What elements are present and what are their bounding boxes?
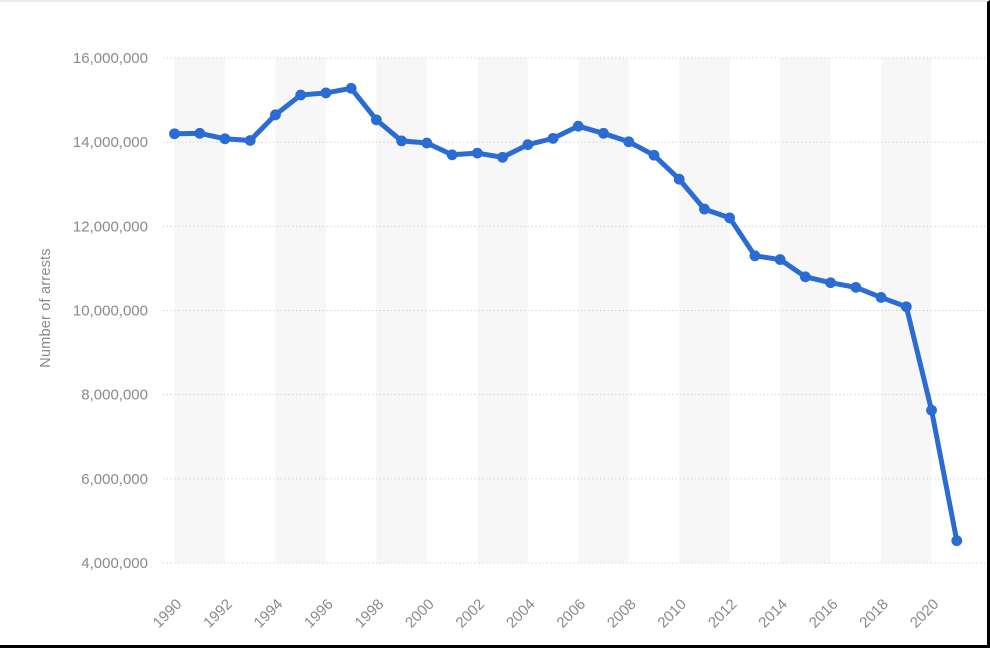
data-point[interactable]: [900, 301, 912, 313]
data-point[interactable]: [396, 135, 408, 147]
y-tick-label: 6,000,000: [81, 471, 148, 488]
data-point[interactable]: [194, 127, 206, 139]
data-point[interactable]: [825, 277, 837, 289]
data-point[interactable]: [522, 139, 534, 151]
x-tick-label: 2014: [755, 596, 791, 632]
data-point[interactable]: [875, 292, 887, 303]
y-tick-label: 10,000,000: [73, 303, 148, 320]
x-tick-label: 2004: [503, 596, 539, 632]
x-tick-label: 2018: [856, 596, 892, 632]
data-point[interactable]: [598, 127, 609, 139]
plot-stripe: [477, 58, 528, 563]
x-tick-label: 1996: [301, 596, 337, 632]
x-tick-label: 2006: [553, 596, 589, 632]
y-tick-label: 16,000,000: [73, 50, 148, 67]
x-tick-label: 1994: [251, 596, 287, 632]
data-point[interactable]: [421, 137, 433, 149]
y-tick-label: 14,000,000: [73, 134, 148, 151]
data-point[interactable]: [673, 173, 685, 185]
x-tick-label: 1992: [200, 596, 236, 632]
x-tick-label: 2016: [806, 596, 842, 632]
x-tick-label: 1998: [352, 596, 388, 632]
x-tick-label: 2000: [402, 596, 438, 632]
data-point[interactable]: [295, 89, 307, 101]
x-tick-label: 2010: [654, 596, 690, 632]
y-tick-label: 12,000,000: [73, 218, 148, 235]
data-point[interactable]: [749, 250, 761, 262]
data-point[interactable]: [799, 271, 811, 283]
data-point[interactable]: [699, 203, 710, 215]
data-point[interactable]: [320, 87, 332, 99]
data-point[interactable]: [623, 136, 635, 148]
data-point[interactable]: [951, 535, 963, 547]
data-point[interactable]: [244, 135, 256, 146]
x-tick-label: 2008: [604, 596, 640, 632]
data-point[interactable]: [169, 128, 180, 140]
data-point[interactable]: [724, 212, 736, 224]
data-point[interactable]: [774, 254, 786, 265]
data-point[interactable]: [370, 114, 382, 126]
x-tick-label: 2012: [705, 596, 741, 632]
x-tick-label: 2002: [453, 596, 489, 632]
data-point[interactable]: [471, 147, 483, 159]
x-tick-label: 2020: [907, 596, 943, 632]
y-tick-label: 4,000,000: [81, 555, 148, 572]
data-point[interactable]: [446, 149, 458, 161]
y-axis-title: Number of arrests: [38, 248, 54, 368]
data-point[interactable]: [572, 120, 584, 132]
data-point[interactable]: [270, 109, 281, 121]
data-point[interactable]: [926, 404, 937, 416]
plot-stripe: [578, 58, 629, 563]
data-point[interactable]: [345, 82, 357, 94]
data-point[interactable]: [497, 151, 508, 163]
data-point[interactable]: [219, 133, 231, 145]
y-tick-label: 8,000,000: [81, 387, 148, 404]
data-point[interactable]: [648, 149, 660, 161]
x-tick-label: 1990: [150, 596, 186, 632]
data-point[interactable]: [547, 132, 559, 144]
data-point[interactable]: [850, 281, 862, 293]
